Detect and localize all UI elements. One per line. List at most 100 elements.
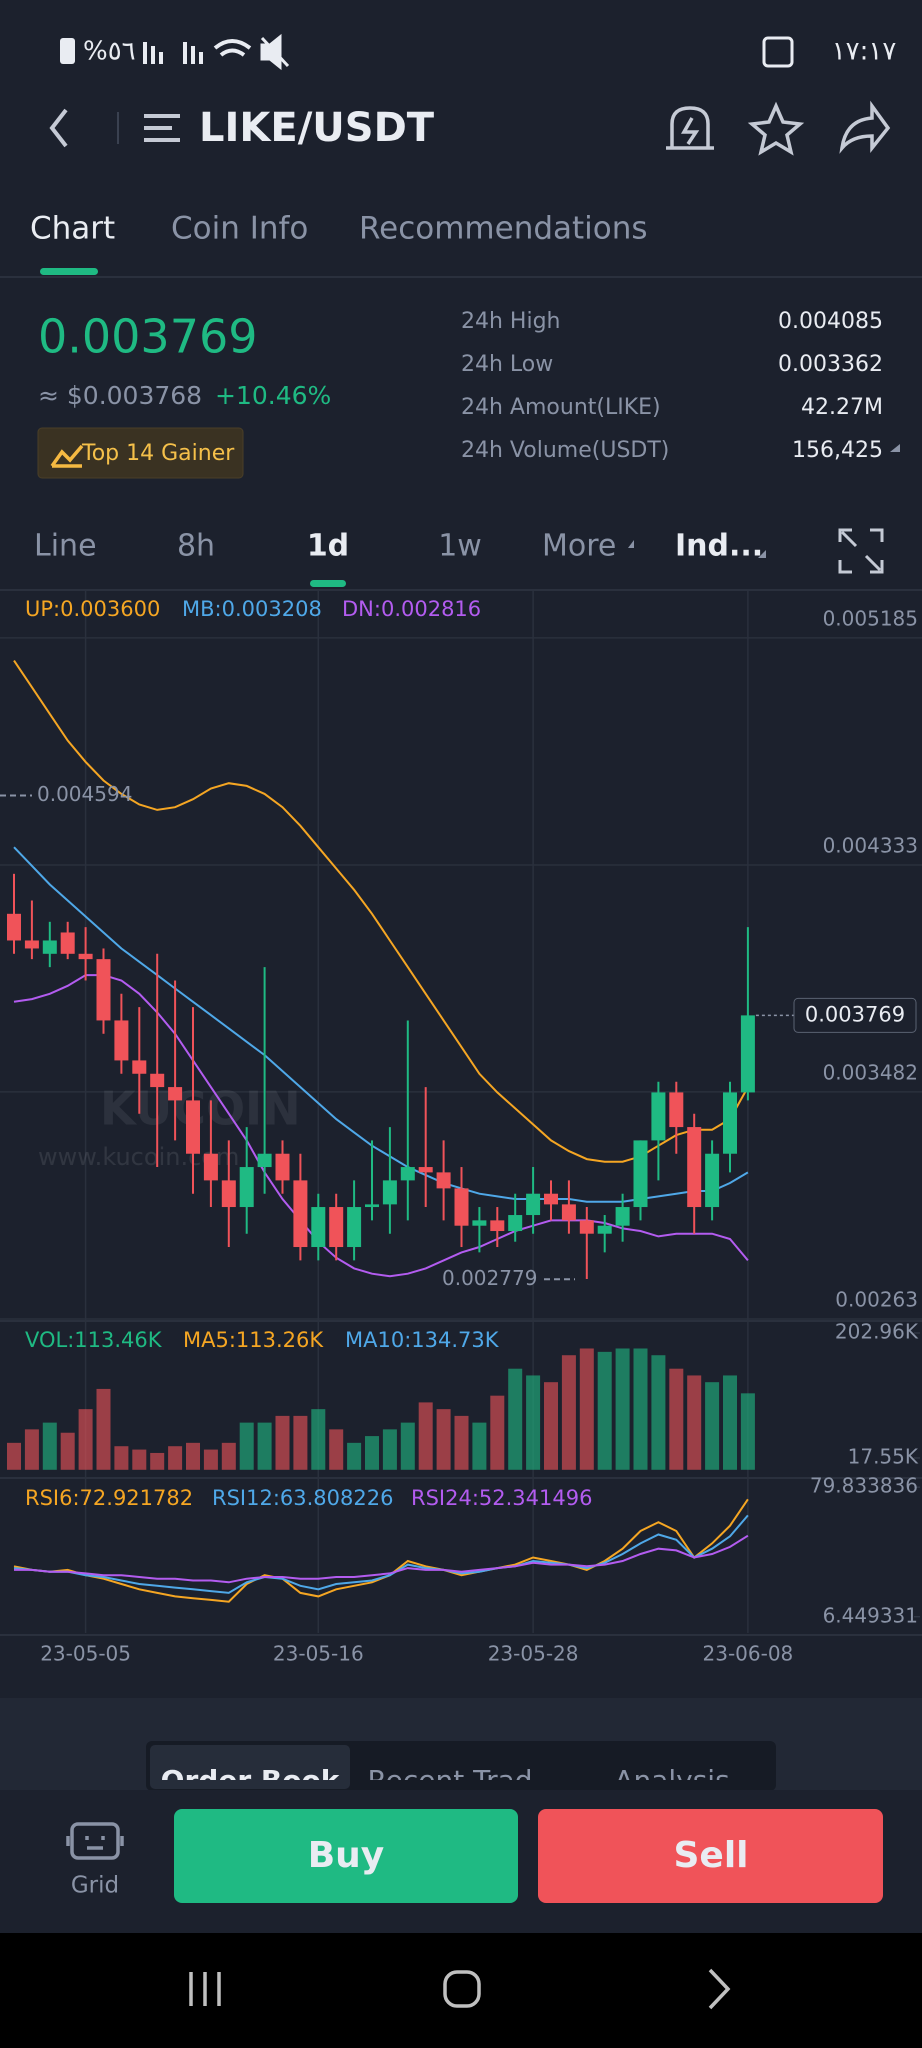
grid-bot-icon[interactable] — [70, 1822, 120, 1860]
alert-icon[interactable] — [666, 106, 714, 150]
volume-bar — [221, 1442, 236, 1470]
volume-bar — [723, 1375, 737, 1470]
candle-body — [418, 1167, 433, 1173]
interval-option[interactable]: 8h — [177, 529, 215, 564]
volume-bar — [257, 1422, 272, 1470]
active-tab — [150, 1745, 350, 1789]
divider — [0, 276, 922, 278]
share-icon[interactable] — [839, 100, 891, 154]
volume-bar — [508, 1368, 523, 1470]
candle-body — [186, 1100, 200, 1154]
sell-button[interactable] — [538, 1809, 883, 1903]
candle-body — [168, 1087, 183, 1101]
buy-button[interactable] — [174, 1809, 518, 1903]
tab-chart[interactable]: Chart — [30, 211, 115, 247]
interval-option[interactable]: Line — [34, 529, 97, 564]
panel-divider — [0, 1634, 922, 1636]
volume-legend: MA10:134.73K — [345, 1328, 500, 1352]
tab-recommendations[interactable]: Recommendations — [359, 211, 648, 247]
candle-body — [597, 1225, 612, 1234]
stats: 24h High 0.004085 24h Low 0.003362 24h Amoun… — [461, 309, 883, 463]
price-change: +10.46% — [215, 381, 331, 410]
stat-label: 24h Amount(LIKE) — [461, 395, 661, 420]
grid-label[interactable]: Grid — [71, 1873, 119, 1899]
y-tick-label: 0.00263 — [835, 1288, 918, 1312]
boll-line — [13, 974, 749, 1278]
tab-indicator — [40, 268, 98, 275]
volume-bar — [329, 1429, 344, 1470]
tab-recent-trades[interactable]: Recent Trad — [367, 1764, 532, 1797]
volume-bar — [78, 1409, 93, 1470]
volume-bar — [239, 1422, 254, 1470]
candle-body — [203, 1153, 218, 1181]
volume-bar — [651, 1355, 666, 1470]
tab-order-book[interactable]: Order Book — [161, 1764, 341, 1797]
volume-bar — [454, 1415, 469, 1470]
gainer-badge[interactable] — [37, 427, 244, 479]
candle-body — [347, 1207, 362, 1248]
boll-legend: DN:0.002816 — [342, 597, 481, 621]
candle-body — [400, 1167, 415, 1181]
candle-body — [705, 1153, 720, 1208]
stat-label: 24h High — [461, 309, 561, 334]
interval-option[interactable]: 1d — [307, 529, 349, 564]
interval-option[interactable]: More — [542, 529, 616, 564]
nav-recents[interactable] — [189, 1972, 221, 2006]
volume-bar — [544, 1382, 558, 1470]
nav-back[interactable] — [708, 1968, 731, 2010]
sell-label[interactable]: Sell — [673, 1835, 748, 1876]
volume-bar — [490, 1395, 505, 1470]
wifi-icon — [213, 39, 252, 57]
rsi-line — [13, 1514, 749, 1594]
fullscreen-icon[interactable] — [838, 528, 884, 574]
candle-body — [454, 1188, 469, 1226]
nav-home[interactable] — [443, 1970, 481, 2008]
high-marker: 0.004594 — [37, 782, 132, 806]
translate-icon — [762, 36, 794, 68]
volume-bar — [526, 1375, 541, 1470]
kline-chart: 0.005185 0.004333 0.003482 0.00263 23-05-05 2… — [0, 591, 922, 1666]
tab-analysis[interactable]: Analysis — [614, 1764, 729, 1797]
rsi-legend: RSI12:63.808226 — [212, 1486, 393, 1510]
battery-text: %٥٦ — [83, 37, 136, 67]
interval-option[interactable]: 1w — [438, 529, 482, 564]
candle-body — [7, 913, 21, 941]
interval-option[interactable]: Ind... — [675, 529, 763, 564]
candle-body — [472, 1220, 487, 1226]
last-price-tag — [793, 997, 917, 1033]
boll-legend: MB:0.003208 — [182, 597, 322, 621]
volume-bar — [740, 1393, 755, 1470]
x-tick-label: 23-05-16 — [273, 1642, 364, 1666]
favorite-icon[interactable] — [747, 101, 805, 156]
candle-body — [221, 1180, 236, 1208]
rsi-legend: RSI6:72.921782 — [25, 1486, 193, 1510]
nav-bar — [0, 1933, 922, 2048]
volume-bar — [293, 1415, 308, 1470]
volume-bar — [203, 1449, 218, 1470]
volume-bar — [150, 1452, 165, 1470]
volume-bar — [186, 1442, 200, 1470]
candle-body — [329, 1207, 344, 1248]
menu-icon[interactable] — [144, 114, 180, 142]
back-button[interactable] — [49, 108, 68, 148]
candle-body — [723, 1092, 737, 1154]
candle-body — [561, 1204, 576, 1221]
volume-bar — [42, 1422, 57, 1470]
tab-coin-info[interactable]: Coin Info — [171, 211, 308, 247]
signal-icons — [143, 42, 203, 64]
panel-divider — [0, 1320, 922, 1322]
candle-body — [651, 1092, 666, 1141]
buy-label[interactable]: Buy — [308, 1835, 385, 1876]
volume-bar — [472, 1422, 487, 1470]
interval-bar: Line 8h 1d 1w More Ind... — [34, 529, 763, 564]
candle-body — [365, 1204, 379, 1208]
watermark-brand: KUCOIN — [100, 1082, 301, 1136]
grid-bot-icon-detail — [66, 1836, 124, 1850]
volume-bar — [615, 1348, 630, 1470]
clock: ١٧:١٧ — [832, 37, 897, 67]
volume-bar — [400, 1422, 415, 1470]
volume-tick-label: 17.55K — [848, 1444, 919, 1468]
candle-body — [382, 1180, 397, 1205]
volume-bar — [132, 1449, 147, 1470]
volume-legend: VOL:113.46K — [25, 1328, 163, 1352]
